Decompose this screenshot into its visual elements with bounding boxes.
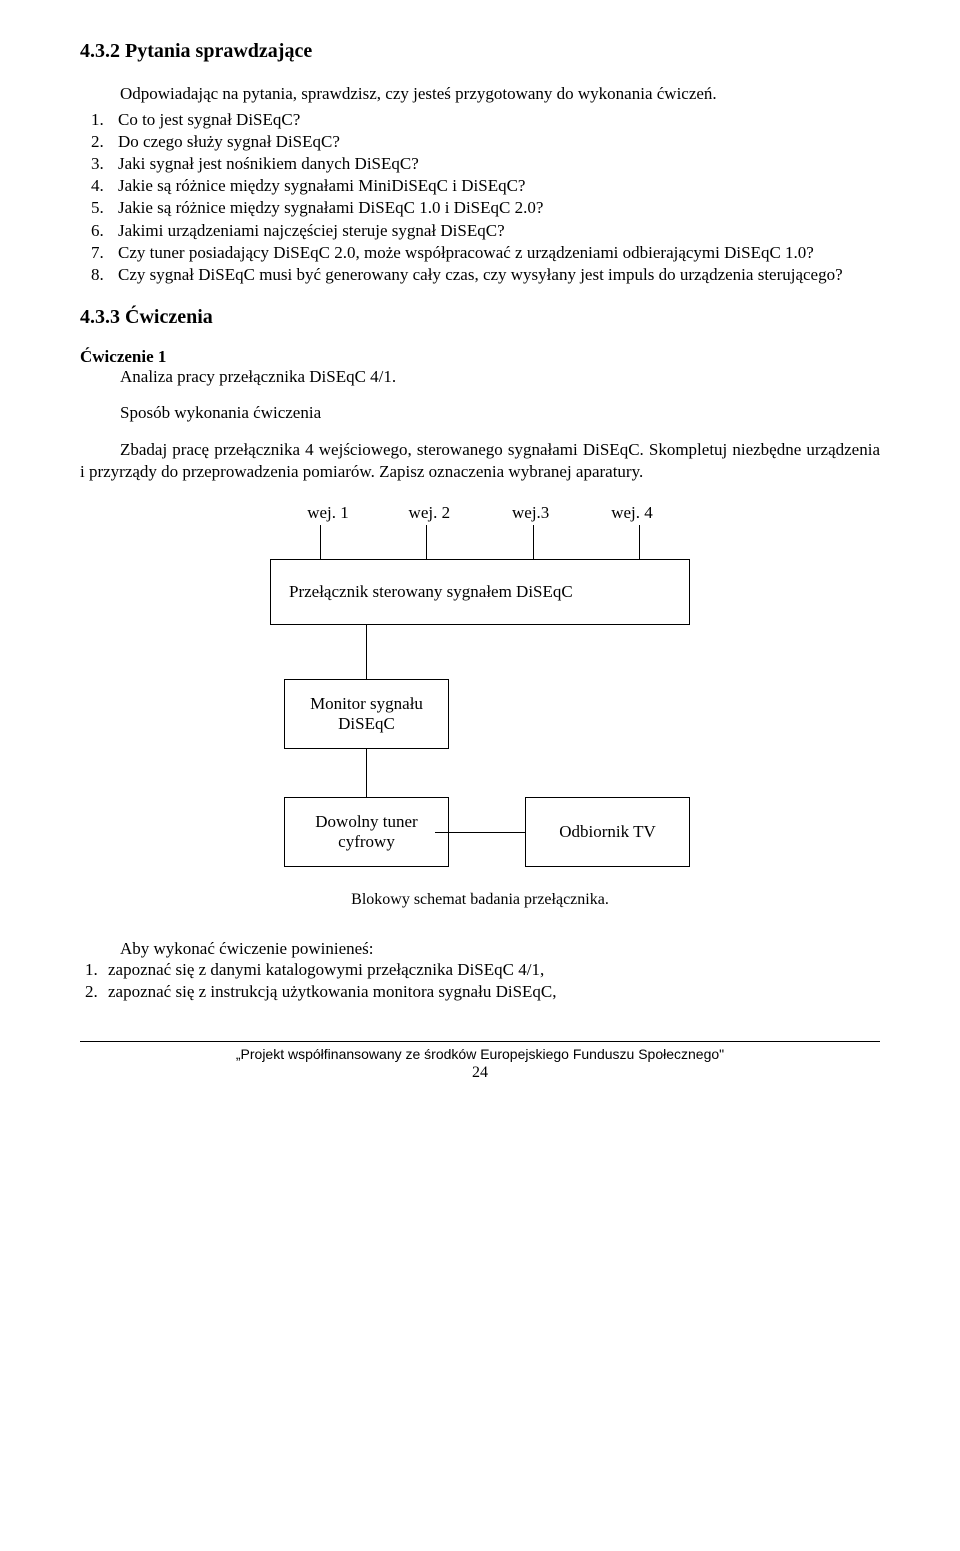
page-footer: „Projekt współfinansowany ze środków Eur… <box>80 1041 880 1082</box>
exercise-label: Ćwiczenie 1 <box>80 347 880 367</box>
diagram-input-label: wej. 2 <box>399 503 459 523</box>
exercise-body: Zbadaj pracę przełącznika 4 wejściowego,… <box>80 439 880 483</box>
steps-intro: Aby wykonać ćwiczenie powinieneś: <box>80 939 880 959</box>
method-label: Sposób wykonania ćwiczenia <box>80 403 880 423</box>
list-item: Czy sygnał DiSEqC musi być generowany ca… <box>108 264 880 286</box>
exercise-title: Analiza pracy przełącznika DiSEqC 4/1. <box>80 367 880 387</box>
list-item: Co to jest sygnał DiSEqC? <box>108 109 880 131</box>
diagram-main-box: Przełącznik sterowany sygnałem DiSEqC <box>270 559 690 625</box>
diagram-monitor-box: Monitor sygnału DiSEqC <box>284 679 449 749</box>
list-item: zapoznać się z danymi katalogowymi przeł… <box>102 959 880 981</box>
list-item: zapoznać się z instrukcją użytkowania mo… <box>102 981 880 1003</box>
diagram-input-lines <box>270 525 690 559</box>
page-container: 4.3.2 Pytania sprawdzające Odpowiadając … <box>0 0 960 1112</box>
diagram-input-label: wej. 1 <box>298 503 358 523</box>
footer-text: „Projekt współfinansowany ze środków Eur… <box>80 1046 880 1062</box>
connector-line <box>366 625 367 679</box>
connector-line <box>435 832 525 833</box>
block-diagram: wej. 1 wej. 2 wej.3 wej. 4 Przełącznik s… <box>270 503 690 867</box>
diagram-inputs-row: wej. 1 wej. 2 wej.3 wej. 4 <box>270 503 690 523</box>
diagram-caption: Blokowy schemat badania przełącznika. <box>80 891 880 909</box>
diagram-bottom-row: Dowolny tuner cyfrowy Odbiornik TV <box>270 797 690 867</box>
questions-list: Co to jest sygnał DiSEqC? Do czego służy… <box>80 109 880 286</box>
list-item: Jakie są różnice między sygnałami MiniDi… <box>108 175 880 197</box>
intro-text: Odpowiadając na pytania, sprawdzisz, czy… <box>80 83 880 105</box>
list-item: Czy tuner posiadający DiSEqC 2.0, może w… <box>108 242 880 264</box>
list-item: Jakie są różnice między sygnałami DiSEqC… <box>108 197 880 219</box>
connector-line <box>533 525 534 559</box>
connector-line <box>320 525 321 559</box>
subsection-heading: 4.3.3 Ćwiczenia <box>80 306 880 329</box>
diagram-input-label: wej. 4 <box>602 503 662 523</box>
list-item: Do czego służy sygnał DiSEqC? <box>108 131 880 153</box>
steps-list: zapoznać się z danymi katalogowymi przeł… <box>80 959 880 1003</box>
connector-line <box>366 749 367 797</box>
connector-line <box>639 525 640 559</box>
diagram-monitor-row: Monitor sygnału DiSEqC <box>270 679 690 749</box>
section-heading: 4.3.2 Pytania sprawdzające <box>80 40 880 63</box>
connector-line <box>426 525 427 559</box>
diagram-tuner-box: Dowolny tuner cyfrowy <box>284 797 449 867</box>
footer-divider <box>80 1041 880 1042</box>
list-item: Jaki sygnał jest nośnikiem danych DiSEqC… <box>108 153 880 175</box>
diagram-tv-box: Odbiornik TV <box>525 797 690 867</box>
diagram-input-label: wej.3 <box>501 503 561 523</box>
footer-page-number: 24 <box>80 1064 880 1082</box>
list-item: Jakimi urządzeniami najczęściej steruje … <box>108 220 880 242</box>
